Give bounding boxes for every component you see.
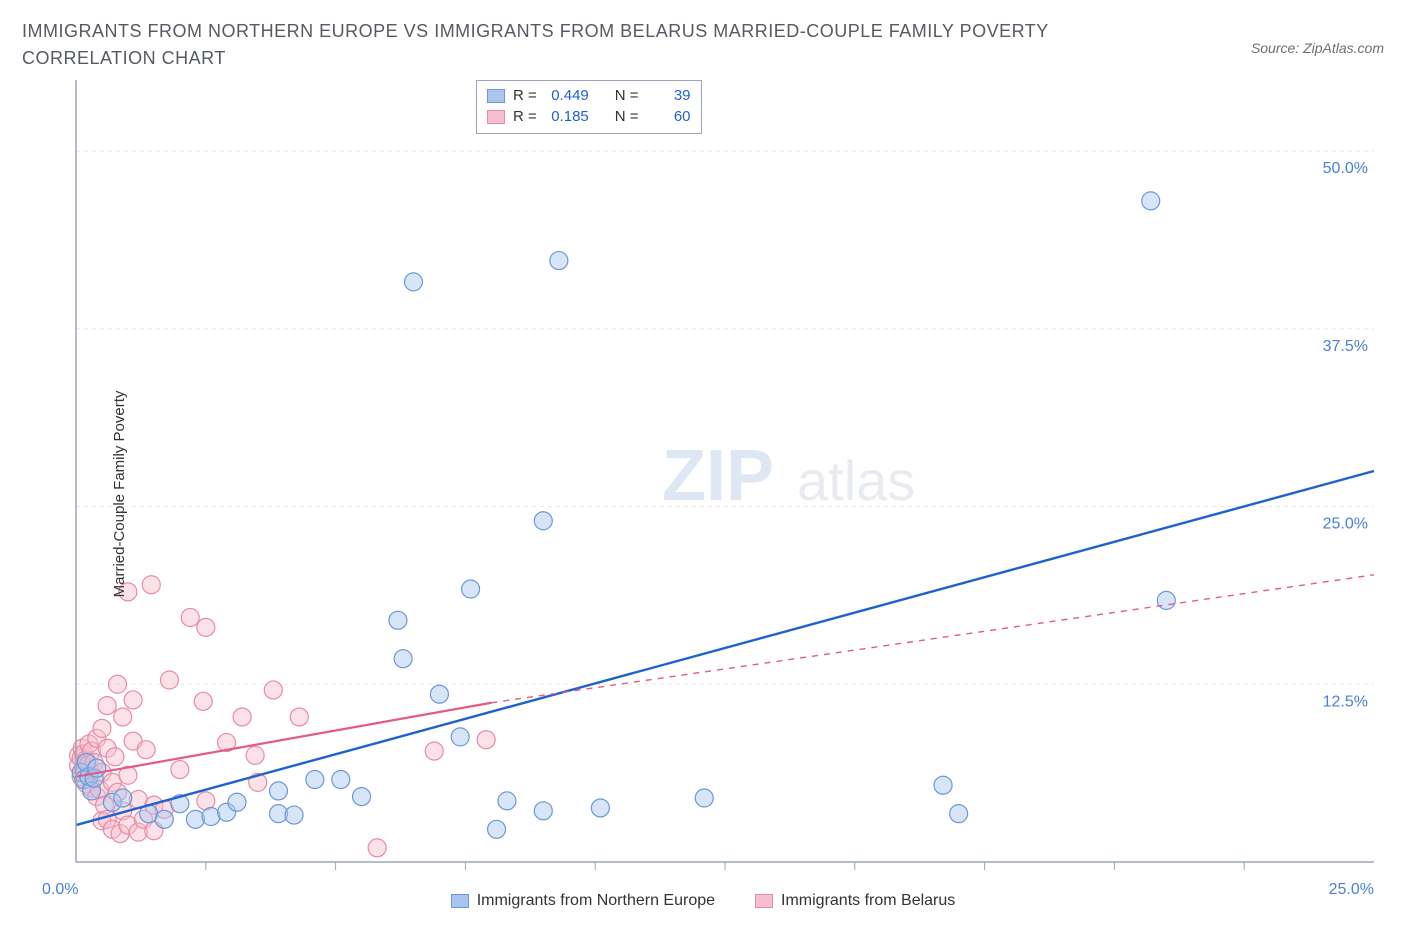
swatch-northern bbox=[451, 894, 469, 908]
r-label: R = bbox=[513, 85, 537, 106]
y-axis-label: Married-Couple Family Poverty bbox=[111, 391, 128, 598]
swatch-belarus bbox=[487, 110, 505, 124]
n-value-belarus: 60 bbox=[647, 106, 691, 127]
chart-container: Married-Couple Family Poverty ZIP atlas … bbox=[22, 80, 1384, 908]
stats-row-belarus: R = 0.185 N = 60 bbox=[487, 106, 691, 127]
svg-text:50.0%: 50.0% bbox=[1323, 160, 1368, 177]
r-value-northern: 0.449 bbox=[545, 85, 589, 106]
watermark-zip: ZIP bbox=[662, 436, 774, 516]
swatch-northern bbox=[487, 89, 505, 103]
stats-row-northern: R = 0.449 N = 39 bbox=[487, 85, 691, 106]
swatch-belarus bbox=[755, 894, 773, 908]
r-value-belarus: 0.185 bbox=[545, 106, 589, 127]
bottom-legend: Immigrants from Northern Europe Immigran… bbox=[22, 892, 1384, 910]
chart-title: IMMIGRANTS FROM NORTHERN EUROPE VS IMMIG… bbox=[22, 18, 1122, 72]
source-label: Source: ZipAtlas.com bbox=[1251, 40, 1384, 56]
r-label: R = bbox=[513, 106, 537, 127]
svg-text:25.0%: 25.0% bbox=[1323, 516, 1368, 533]
n-label: N = bbox=[615, 106, 639, 127]
watermark-atlas: atlas bbox=[797, 449, 915, 512]
stats-legend-box: R = 0.449 N = 39 R = 0.185 N = 60 bbox=[476, 80, 702, 134]
n-value-northern: 39 bbox=[647, 85, 691, 106]
legend-item-northern: Immigrants from Northern Europe bbox=[451, 892, 715, 910]
legend-label-belarus: Immigrants from Belarus bbox=[781, 892, 955, 910]
svg-text:12.5%: 12.5% bbox=[1323, 693, 1368, 710]
svg-text:37.5%: 37.5% bbox=[1323, 338, 1368, 355]
legend-label-northern: Immigrants from Northern Europe bbox=[477, 892, 715, 910]
legend-item-belarus: Immigrants from Belarus bbox=[755, 892, 955, 910]
scatter-chart: ZIP atlas 12.5%25.0%37.5%50.0%0.0%25.0% bbox=[22, 80, 1384, 908]
n-label: N = bbox=[615, 85, 639, 106]
